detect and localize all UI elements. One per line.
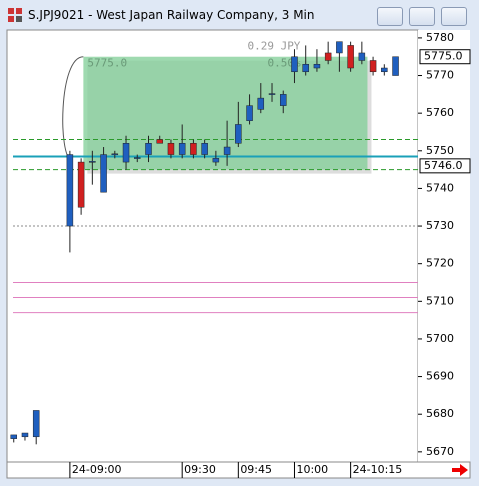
candle-body bbox=[122, 143, 130, 163]
candle-body bbox=[246, 105, 253, 121]
price-marker-label: 5775.0 bbox=[424, 50, 463, 63]
y-tick-label: 5750 bbox=[426, 144, 454, 157]
candle-body bbox=[66, 154, 74, 227]
price-marker-label: 5746.0 bbox=[424, 159, 463, 172]
candle-body bbox=[268, 93, 276, 95]
y-tick-label: 5670 bbox=[426, 445, 454, 458]
title-bar: S.JPJ9021 - West Japan Railway Company, … bbox=[0, 0, 479, 30]
candle-body bbox=[77, 161, 85, 208]
candle-body bbox=[381, 67, 388, 73]
app-icon bbox=[8, 8, 22, 22]
y-tick-label: 5700 bbox=[426, 332, 454, 345]
candle-body bbox=[302, 63, 309, 73]
candle-body bbox=[111, 153, 119, 156]
maximize-button[interactable] bbox=[409, 7, 435, 26]
minimize-button[interactable] bbox=[377, 7, 403, 26]
candle-body bbox=[313, 63, 321, 69]
measure-change: 0.29 JPY bbox=[247, 40, 300, 53]
y-tick-label: 5680 bbox=[426, 407, 454, 420]
x-tick-label: 24-10:15 bbox=[353, 463, 403, 476]
candle-body bbox=[347, 45, 354, 69]
x-tick-label: 24-09:00 bbox=[72, 463, 122, 476]
y-tick-label: 5780 bbox=[426, 31, 454, 44]
candle-body bbox=[223, 146, 231, 155]
candle-body bbox=[89, 161, 96, 163]
x-tick-label: 09:30 bbox=[184, 463, 216, 476]
x-tick-label: 09:45 bbox=[240, 463, 272, 476]
candle-body bbox=[32, 410, 40, 438]
candle-body bbox=[145, 143, 152, 155]
candle-body bbox=[201, 143, 208, 155]
y-tick-label: 5760 bbox=[426, 106, 454, 119]
candle-body bbox=[369, 60, 377, 73]
candle-body bbox=[324, 52, 332, 61]
scroll-arrow[interactable] bbox=[452, 464, 468, 476]
y-tick-label: 5770 bbox=[426, 69, 454, 82]
candle-body bbox=[156, 139, 163, 144]
candle-body bbox=[134, 157, 141, 159]
y-tick-label: 5690 bbox=[426, 370, 454, 383]
candle-body bbox=[392, 56, 399, 76]
candle-body bbox=[190, 143, 197, 155]
candle-body bbox=[257, 97, 265, 110]
candle-body bbox=[279, 94, 287, 106]
x-tick-label: 10:00 bbox=[296, 463, 328, 476]
candle-body bbox=[358, 52, 366, 61]
candle-body bbox=[336, 41, 343, 54]
y-tick-label: 5730 bbox=[426, 219, 454, 232]
candle-body bbox=[21, 432, 29, 438]
y-tick-label: 5710 bbox=[426, 294, 454, 307]
y-tick-label: 5720 bbox=[426, 257, 454, 270]
price-marker bbox=[419, 49, 471, 65]
candle-body bbox=[100, 154, 107, 193]
price-marker bbox=[419, 158, 471, 174]
candle-body bbox=[291, 56, 298, 73]
candle-body bbox=[212, 158, 220, 163]
price-axis bbox=[418, 30, 470, 462]
window-title: S.JPJ9021 - West Japan Railway Company, … bbox=[28, 8, 315, 22]
candle-body bbox=[10, 434, 17, 439]
candle-body bbox=[235, 124, 242, 144]
candle-body bbox=[167, 143, 175, 155]
y-tick-label: 5740 bbox=[426, 181, 454, 194]
close-button[interactable] bbox=[441, 7, 467, 26]
measure-start: 5775.0 bbox=[87, 57, 127, 70]
candle-body bbox=[178, 143, 186, 155]
